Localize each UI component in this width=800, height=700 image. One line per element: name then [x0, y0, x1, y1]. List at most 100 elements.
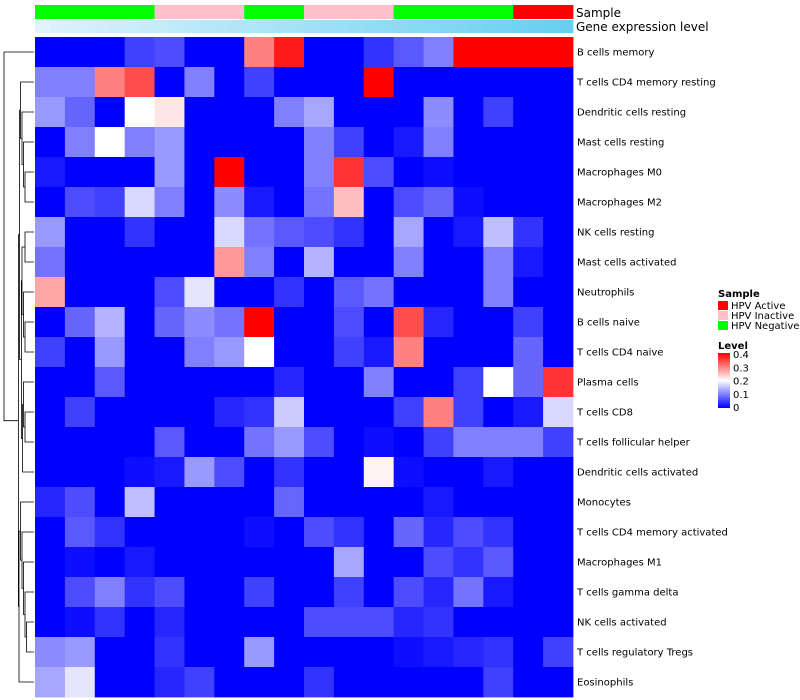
heatmap-cell: [169, 157, 185, 188]
heatmap-cell: [35, 517, 51, 548]
heatmap-cell: [333, 397, 350, 428]
gene-expression-annotation-cell: [244, 20, 260, 33]
heatmap-cell: [35, 367, 51, 398]
heatmap-cell: [483, 187, 499, 218]
heatmap-cell: [64, 187, 81, 218]
heatmap-cell: [408, 277, 424, 308]
heatmap-cell: [169, 247, 185, 278]
heatmap-cell: [333, 457, 350, 488]
heatmap-cell: [229, 607, 245, 638]
heatmap-cell: [199, 427, 215, 458]
heatmap-cell: [558, 187, 574, 218]
heatmap-cell: [378, 37, 395, 68]
heatmap-cell: [498, 277, 514, 308]
gene-expression-annotation-cell: [423, 20, 439, 33]
heatmap-cell: [513, 517, 529, 548]
heatmap-cell: [229, 37, 245, 68]
heatmap-cell: [483, 127, 499, 158]
heatmap-cell: [498, 157, 514, 188]
heatmap-cell: [483, 217, 499, 248]
heatmap-cell: [199, 37, 215, 68]
row-label: Monocytes: [577, 498, 631, 509]
sample-legend-title: Sample: [718, 289, 760, 300]
heatmap-cell: [199, 127, 215, 158]
heatmap-cell: [64, 97, 81, 128]
heatmap-cell: [274, 277, 290, 308]
heatmap-cell: [543, 277, 559, 308]
heatmap-cell: [408, 457, 424, 488]
heatmap-cell: [558, 667, 574, 698]
heatmap-cell: [124, 97, 141, 128]
heatmap-cell: [169, 67, 185, 98]
heatmap-cell: [289, 127, 305, 158]
heatmap-cell: [483, 607, 499, 638]
heatmap-cell: [408, 97, 424, 128]
heatmap-cell: [229, 667, 245, 698]
heatmap-cell: [483, 367, 499, 398]
heatmap-cell: [244, 607, 260, 638]
heatmap-cell: [214, 97, 230, 128]
heatmap-cell: [453, 157, 469, 188]
heatmap-cell: [199, 517, 215, 548]
heatmap-cell: [363, 157, 380, 188]
sample-annotation-cell: [35, 5, 51, 19]
heatmap-cell: [259, 157, 275, 188]
heatmap-cell: [64, 517, 81, 548]
heatmap-cell: [274, 157, 290, 188]
heatmap-cell: [244, 277, 260, 308]
heatmap-cell: [543, 37, 559, 68]
heatmap-cell: [438, 397, 454, 428]
heatmap-cell: [49, 157, 66, 188]
heatmap-cell: [79, 457, 96, 488]
heatmap-cell: [199, 277, 215, 308]
heatmap-cell: [139, 427, 155, 458]
heatmap-cell: [304, 187, 320, 218]
heatmap-cell: [214, 667, 230, 698]
heatmap-cell: [79, 577, 96, 608]
heatmap-cell: [408, 397, 424, 428]
heatmap-cell: [244, 397, 260, 428]
sample-legend-label: HPV Negative: [731, 321, 799, 332]
heatmap-cell: [453, 577, 469, 608]
heatmap-cell: [453, 607, 469, 638]
row-label: B cells naive: [577, 318, 640, 329]
heatmap-cell: [333, 247, 350, 278]
heatmap-cell: [79, 487, 96, 518]
heatmap-cell: [543, 487, 559, 518]
heatmap-cell: [438, 247, 454, 278]
heatmap-cell: [244, 487, 260, 518]
heatmap-cell: [35, 157, 51, 188]
heatmap-cell: [558, 217, 574, 248]
heatmap-cell: [498, 427, 514, 458]
heatmap-cell: [483, 397, 499, 428]
heatmap-cell: [244, 457, 260, 488]
heatmap-cell: [139, 97, 155, 128]
heatmap-cell: [393, 607, 410, 638]
heatmap-cell: [199, 187, 215, 218]
heatmap-cell: [109, 37, 126, 68]
heatmap-cell: [64, 577, 81, 608]
heatmap-cell: [229, 307, 245, 338]
heatmap-cell: [333, 637, 350, 668]
heatmap-cell: [49, 367, 66, 398]
heatmap-cell: [498, 667, 514, 698]
heatmap-cell: [423, 217, 439, 248]
heatmap-cell: [348, 517, 365, 548]
row-label: Macrophages M2: [577, 198, 662, 209]
heatmap-cell: [169, 367, 185, 398]
heatmap-cell: [64, 487, 81, 518]
heatmap-cell: [438, 667, 454, 698]
heatmap-cell: [274, 397, 290, 428]
heatmap-cell: [304, 517, 320, 548]
heatmap-cell: [393, 97, 410, 128]
heatmap-cell: [468, 247, 484, 278]
heatmap-cell: [64, 667, 81, 698]
heatmap-cell: [259, 607, 275, 638]
heatmap-cell: [94, 637, 111, 668]
heatmap-cell: [274, 337, 290, 368]
heatmap-cell: [124, 187, 141, 218]
heatmap-cell: [274, 487, 290, 518]
heatmap-cell: [304, 457, 320, 488]
heatmap-cell: [528, 157, 544, 188]
heatmap-cell: [393, 307, 410, 338]
